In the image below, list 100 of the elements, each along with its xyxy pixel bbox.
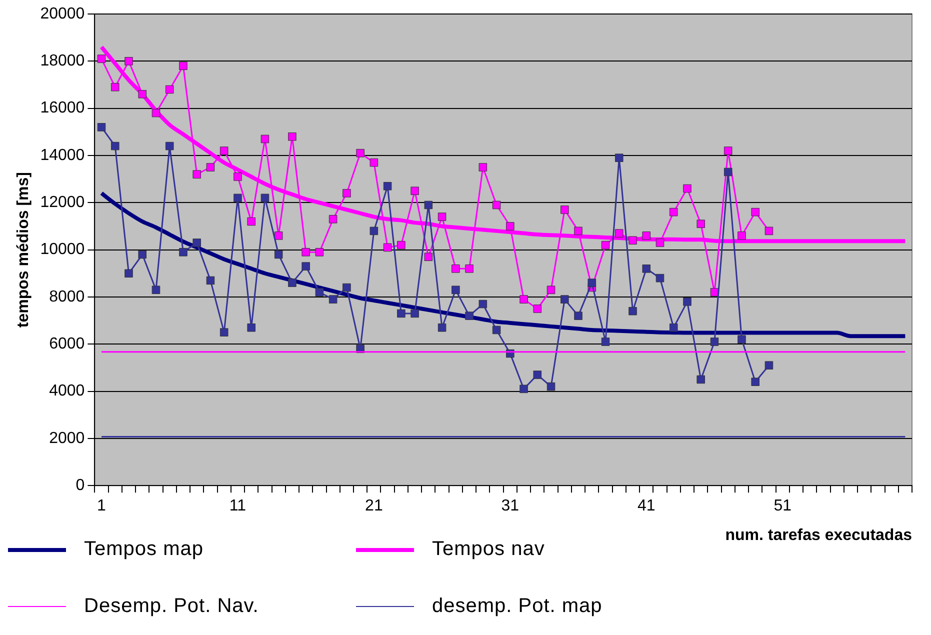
point	[614, 154, 624, 162]
point	[520, 384, 528, 394]
point	[260, 134, 270, 144]
point	[546, 382, 556, 391]
point	[642, 232, 651, 240]
point	[342, 189, 351, 198]
point	[124, 269, 133, 278]
point	[220, 146, 228, 155]
point	[288, 132, 296, 141]
point	[628, 306, 637, 316]
x-tick-label: 41	[637, 498, 656, 515]
point	[302, 248, 310, 256]
legend-label: Desemp. Pot. Nav.	[84, 595, 259, 618]
point	[328, 215, 338, 224]
x-tick-label: 51	[774, 498, 792, 515]
point	[438, 323, 446, 332]
point	[669, 323, 678, 332]
point	[452, 286, 460, 294]
point	[764, 361, 774, 370]
point	[234, 172, 242, 181]
point	[383, 182, 392, 190]
point	[315, 288, 324, 296]
x-tick-label: 1	[97, 498, 106, 515]
point	[452, 264, 460, 273]
point	[520, 295, 528, 304]
point	[97, 54, 106, 63]
y-tick-label: 12000	[40, 194, 85, 212]
point	[738, 232, 746, 240]
point	[315, 248, 324, 256]
point	[546, 286, 556, 294]
point	[710, 338, 719, 346]
point	[601, 338, 610, 346]
legend-label: Tempos map	[84, 538, 204, 561]
x-axis-title: num. tarefas executadas	[725, 526, 912, 544]
line-series	[100, 191, 908, 338]
point	[683, 298, 692, 306]
x-tick-label: 11	[229, 498, 246, 515]
point	[397, 309, 406, 318]
point	[234, 194, 242, 202]
point	[110, 142, 120, 150]
legend-label: Tempos nav	[432, 538, 545, 561]
legend-label: desemp. Pot. map	[432, 595, 602, 618]
point	[274, 232, 283, 240]
point	[110, 82, 120, 92]
y-tick-label: 16000	[40, 100, 85, 117]
point	[152, 286, 160, 294]
point	[764, 226, 774, 236]
point	[738, 335, 746, 344]
point	[424, 252, 433, 262]
point	[342, 283, 351, 292]
point	[588, 278, 596, 287]
point	[179, 62, 188, 70]
point	[192, 238, 201, 247]
point	[724, 146, 732, 155]
point	[492, 326, 501, 334]
y-tick-label: 10000	[40, 241, 85, 258]
point	[642, 264, 651, 273]
point	[206, 276, 215, 285]
point	[370, 158, 378, 167]
point	[506, 222, 514, 230]
point	[465, 312, 474, 320]
point	[614, 229, 624, 238]
point	[383, 243, 392, 252]
point	[124, 57, 133, 66]
y-tick-label: 4000	[49, 382, 85, 400]
point	[192, 170, 201, 178]
point	[574, 312, 582, 320]
point	[669, 208, 678, 216]
point	[179, 248, 188, 256]
point	[533, 370, 542, 379]
point	[751, 208, 760, 216]
y-tick-label: 14000	[40, 146, 85, 164]
y-tick-label: 20000	[40, 5, 85, 22]
point	[478, 163, 488, 172]
point	[696, 220, 705, 228]
point	[656, 274, 664, 282]
point	[560, 295, 569, 304]
point	[206, 163, 215, 172]
point	[220, 328, 228, 336]
y-axis-title: tempos médios [ms]	[15, 172, 32, 328]
point	[370, 226, 378, 236]
x-tick-label: 31	[501, 498, 520, 515]
point	[465, 264, 474, 273]
point	[247, 323, 256, 332]
point	[138, 90, 147, 98]
point	[288, 278, 296, 287]
point	[152, 108, 160, 118]
y-tick-label: 0	[76, 477, 85, 494]
point	[274, 250, 283, 259]
point	[628, 236, 637, 245]
y-tick-label: 2000	[49, 430, 85, 447]
point	[410, 309, 419, 318]
point	[751, 378, 760, 386]
point	[601, 240, 610, 250]
point	[724, 168, 732, 176]
x-tick-label: 21	[365, 498, 383, 515]
point	[138, 250, 147, 259]
point	[356, 148, 364, 158]
y-tick-label: 6000	[49, 336, 85, 353]
point	[397, 240, 406, 250]
